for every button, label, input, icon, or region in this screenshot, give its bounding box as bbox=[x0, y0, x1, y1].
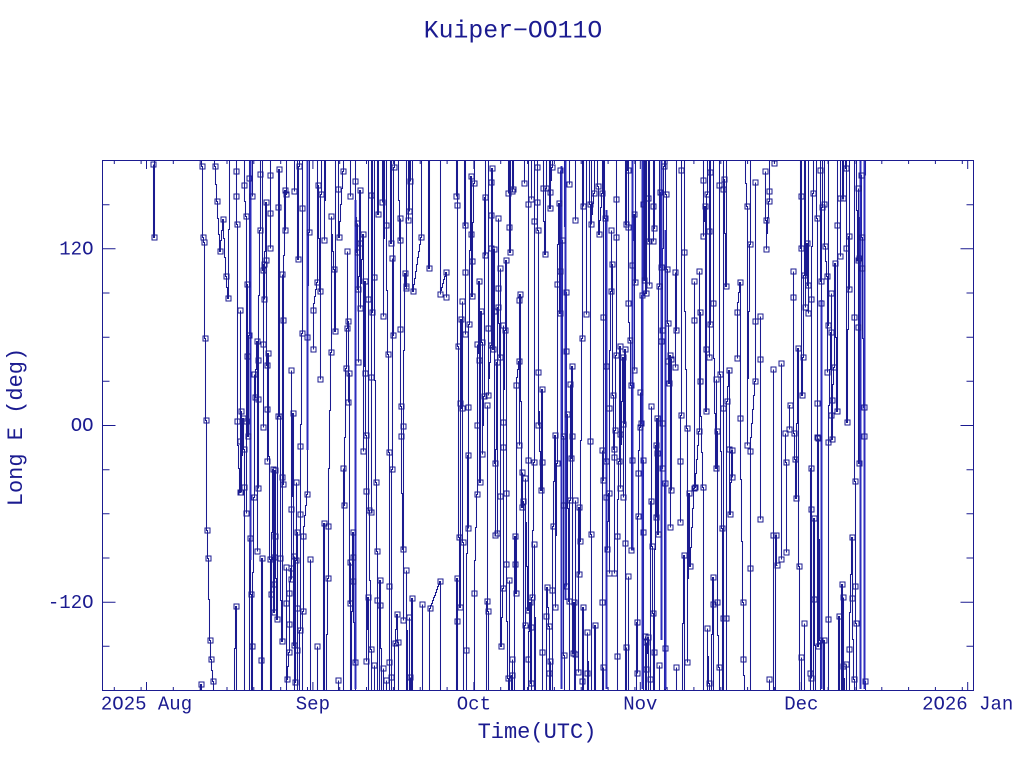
svg-text:Nov: Nov bbox=[623, 694, 657, 716]
svg-text:2O26 Jan: 2O26 Jan bbox=[922, 694, 1013, 716]
svg-text:12O: 12O bbox=[59, 239, 93, 261]
svg-text:Time(UTC): Time(UTC) bbox=[478, 720, 597, 745]
svg-text:Sep: Sep bbox=[296, 694, 330, 716]
svg-text:Dec: Dec bbox=[784, 694, 818, 716]
svg-text:Oct: Oct bbox=[457, 694, 491, 716]
svg-text:-12O: -12O bbox=[48, 592, 94, 614]
svg-text:OO: OO bbox=[71, 415, 94, 437]
svg-text:Long E (deg): Long E (deg) bbox=[4, 348, 29, 506]
svg-text:Kuiper−OO11O: Kuiper−OO11O bbox=[424, 18, 603, 46]
svg-text:2O25 Aug: 2O25 Aug bbox=[101, 694, 192, 716]
